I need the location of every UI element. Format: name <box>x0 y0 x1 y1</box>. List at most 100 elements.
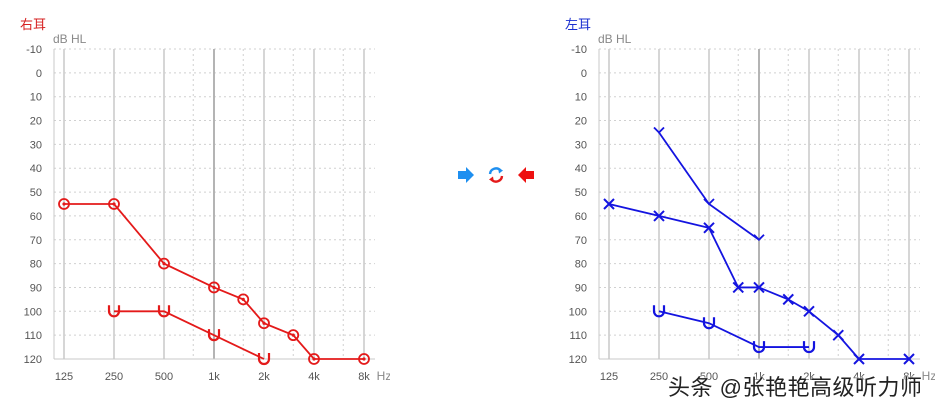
air-conduction-marker <box>108 198 120 210</box>
x-tick-label: 2k <box>803 371 815 383</box>
air-conduction-marker <box>58 198 70 210</box>
x-tick-label: 4k <box>308 371 320 383</box>
masked-marker <box>703 198 715 206</box>
air-conduction-marker <box>753 281 765 294</box>
air-conduction-marker-dot <box>112 202 116 206</box>
y-tick-label: 50 <box>30 187 42 199</box>
air-conduction-marker <box>782 293 794 306</box>
y-tick-label: -10 <box>26 44 42 56</box>
x-tick-label: 2k <box>258 371 270 383</box>
y-tick-label: 70 <box>575 235 587 247</box>
x-axis-label: Hz <box>377 369 390 383</box>
masked-marker <box>653 126 665 134</box>
y-tick-label: 110 <box>569 330 587 342</box>
right-ear-title: 右耳 <box>20 17 47 32</box>
y-tick-label: 40 <box>575 163 587 175</box>
y-tick-label: 100 <box>569 306 587 318</box>
y-tick-label: 80 <box>30 259 42 271</box>
y-tick-label: 0 <box>581 68 587 80</box>
air-conduction-marker-dot <box>312 357 316 361</box>
copy-to-left-arrow-icon[interactable] <box>516 165 536 185</box>
bone-conduction-marker <box>107 305 121 318</box>
bone-conduction-marker <box>702 317 716 330</box>
y-axis-label: dB HL <box>53 32 87 46</box>
air-conduction-marker <box>903 353 915 365</box>
x-tick-label: 125 <box>55 371 73 383</box>
y-tick-label: 90 <box>575 282 587 294</box>
x-tick-label: 250 <box>650 371 668 383</box>
series-bone <box>107 305 271 366</box>
air-conduction-marker <box>803 305 815 318</box>
bone-conduction-marker <box>157 305 171 318</box>
y-tick-label: 20 <box>30 116 42 128</box>
air-conduction-marker <box>703 222 715 234</box>
copy-to-right-arrow-icon[interactable] <box>456 165 476 185</box>
y-tick-label: -10 <box>571 44 587 56</box>
bone-conduction-marker <box>752 341 766 354</box>
left-ear-title: 左耳 <box>565 17 592 32</box>
y-axis-label: dB HL <box>598 32 632 46</box>
y-tick-label: 100 <box>24 306 42 318</box>
watermark: 头条 @张艳艳高级听力师 <box>668 375 923 400</box>
y-tick-label: 30 <box>575 139 587 151</box>
x-tick-label: 8k <box>903 371 915 383</box>
y-tick-label: 10 <box>30 92 42 104</box>
y-tick-label: 0 <box>36 68 42 80</box>
air-conduction-marker <box>308 353 320 365</box>
y-tick-label: 120 <box>24 354 42 366</box>
series-cross <box>603 198 915 365</box>
y-tick-label: 70 <box>30 235 42 247</box>
swap-ears-icon[interactable] <box>486 165 506 185</box>
y-tick-label: 110 <box>24 330 42 342</box>
series-chevron <box>653 126 765 242</box>
y-tick-label: 30 <box>30 139 42 151</box>
air-conduction-marker-dot <box>291 333 295 337</box>
y-tick-label: 50 <box>575 187 587 199</box>
y-tick-label: 80 <box>575 259 587 271</box>
air-conduction-marker <box>258 317 270 330</box>
series-line <box>114 310 265 360</box>
air-conduction-marker-dot <box>241 297 245 301</box>
air-conduction-marker <box>237 293 250 306</box>
air-conduction-marker <box>287 329 300 342</box>
air-conduction-marker-dot <box>362 357 366 361</box>
masked-marker <box>753 234 765 242</box>
y-tick-label: 20 <box>575 116 587 128</box>
bone-conduction-marker <box>207 329 221 342</box>
x-axis-label: Hz <box>922 369 935 383</box>
x-tick-label: 1k <box>208 371 220 383</box>
y-tick-label: 120 <box>569 354 587 366</box>
y-tick-label: 40 <box>30 163 42 175</box>
y-tick-label: 60 <box>575 211 587 223</box>
series-circle <box>58 198 370 365</box>
x-tick-label: 500 <box>155 371 173 383</box>
air-conduction-marker <box>158 257 170 270</box>
x-tick-label: 4k <box>853 371 865 383</box>
series-line <box>658 310 809 348</box>
air-conduction-marker-dot <box>212 285 216 290</box>
air-conduction-marker-dot <box>262 321 266 325</box>
x-tick-label: 500 <box>700 371 718 383</box>
right-ear-audiogram[interactable]: -10 0 10 20 30 40 50 60 70 80 90 100 110 120 dB HL 125 2… <box>10 30 390 385</box>
left-ear-audiogram[interactable]: -10 0 10 20 30 40 50 60 70 80 90 100 110 120 dB HL 125 2… <box>555 30 935 385</box>
y-tick-label: 10 <box>575 92 587 104</box>
bone-conduction-marker <box>257 353 271 366</box>
bone-conduction-marker <box>652 305 666 318</box>
air-conduction-marker <box>358 353 370 365</box>
air-conduction-marker <box>603 198 615 210</box>
air-conduction-marker <box>732 281 744 294</box>
bone-conduction-marker <box>802 341 816 354</box>
air-conduction-marker <box>832 329 844 341</box>
x-tick-label: 8k <box>358 371 370 383</box>
x-tick-label: 1k <box>753 371 765 383</box>
air-conduction-marker <box>208 281 220 294</box>
y-tick-label: 60 <box>30 211 42 223</box>
y-tick-label: 90 <box>30 282 42 294</box>
air-conduction-marker-dot <box>62 202 66 206</box>
series-bone <box>652 305 816 354</box>
air-conduction-marker <box>653 210 665 222</box>
air-conduction-marker-dot <box>162 262 166 266</box>
x-tick-label: 250 <box>105 371 123 383</box>
air-conduction-marker <box>853 353 865 365</box>
series-line <box>608 203 909 360</box>
